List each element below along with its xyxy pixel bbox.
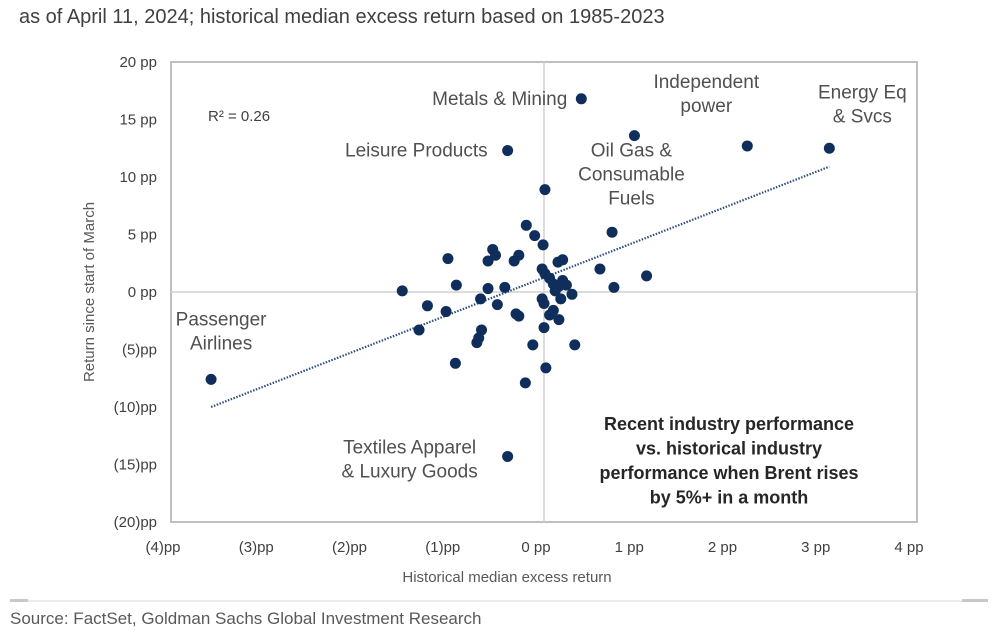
x-tick-label: (3)pp [239,539,274,556]
point-label: Metals & Mining [432,89,567,110]
data-point [537,239,549,251]
data-point [475,293,487,305]
y-tick-label: 15 pp [119,112,157,129]
chart-title-line: vs. historical industry [636,439,822,459]
data-point [491,299,503,311]
labeled-data-point [741,140,753,152]
data-point [555,293,567,305]
labeled-data-point [502,450,514,462]
data-point [520,219,532,231]
data-point [529,230,541,242]
data-point [527,339,539,351]
data-point [442,253,454,265]
x-tick-label: 0 pp [521,539,550,556]
x-tick-labels: (4)pp (3)pp (2)pp (1)pp 0 pp 1 pp 2 pp 3 pp 4 pp [145,539,923,556]
y-tick-label: (15)pp [114,457,157,474]
point-label: Textiles Apparel [343,437,476,458]
data-point [471,337,483,349]
data-point [606,226,618,238]
data-point [440,306,452,318]
data-point [396,285,408,297]
data-point [513,310,525,322]
data-point [539,184,551,196]
y-tick-label: (20)pp [114,514,157,531]
point-label: & Svcs [833,106,892,127]
labeled-data-point [575,93,587,105]
y-axis-label: Return since start of March [81,202,98,382]
data-point [594,263,606,275]
labeled-data-point [823,142,835,154]
point-label: Passenger [176,309,268,330]
data-point [482,283,494,295]
y-tick-label: (5)pp [122,342,157,359]
data-point [482,255,494,267]
r-squared-annotation: R² = 0.26 [208,108,270,125]
point-label: Consumable [578,165,685,186]
data-point [549,285,561,297]
data-point [569,339,581,351]
data-point [449,357,461,369]
data-point [513,249,525,261]
point-labels: Energy Eq & Svcs Independent power Oil Gas &… [176,72,907,483]
data-point [641,270,653,282]
chart-title-line: performance when Brent rises [599,463,858,483]
scatter-chart: 20 pp 15 pp 10 pp 5 pp 0 pp (5)pp (10)pp (15)pp… [81,54,924,586]
point-label: Airlines [190,333,252,354]
data-point [499,281,511,293]
point-label: Fuels [608,189,654,210]
x-tick-label: (2)pp [332,539,367,556]
x-tick-label: 1 pp [615,539,644,556]
labeled-data-point [628,130,640,142]
y-tick-label: (10)pp [114,399,157,416]
data-point [413,324,425,336]
trendline [210,165,830,409]
labeled-data-point [205,373,217,385]
y-tick-labels: 20 pp 15 pp 10 pp 5 pp 0 pp (5)pp (10)pp (15)pp… [114,54,157,531]
data-point [421,300,433,312]
chart-title: Recent industry performance vs. historica… [599,414,858,508]
data-point [560,279,572,291]
point-label: Leisure Products [345,141,488,162]
x-tick-label: 2 pp [708,539,737,556]
point-label: Energy Eq [818,82,907,103]
data-point [538,298,550,309]
y-tick-label: 5 pp [128,227,157,244]
point-label: & Luxury Goods [342,461,478,482]
data-point [557,254,569,266]
y-tick-label: 20 pp [119,54,157,71]
y-tick-label: 0 pp [128,284,157,301]
x-tick-label: (1)pp [425,539,460,556]
data-point [553,314,565,326]
x-tick-label: 3 pp [801,539,830,556]
footer-divider-cap-right [962,599,988,602]
point-label: Oil Gas & [591,141,673,162]
chart-title-line: Recent industry performance [604,414,854,434]
point-label: power [680,96,732,117]
data-point [566,288,578,300]
data-point [450,279,462,291]
data-point [538,322,550,334]
point-label: Independent [653,72,759,93]
data-point [608,281,620,293]
chart-title-line: by 5%+ in a month [650,488,809,508]
data-point [490,249,502,261]
x-tick-label: 4 pp [894,539,923,556]
y-tick-label: 10 pp [119,169,157,186]
data-point [540,362,552,374]
source-note: Source: FactSet, Goldman Sachs Global In… [10,609,482,628]
data-points [205,93,835,462]
chart-subtitle: as of April 11, 2024; historical median … [19,6,665,28]
data-point [519,377,531,389]
x-axis-label: Historical median excess return [402,569,611,586]
data-point [544,309,556,321]
labeled-data-point [502,145,514,157]
footer-divider-cap-left [10,599,28,602]
footer-divider [10,600,988,602]
x-tick-label: (4)pp [145,539,180,556]
